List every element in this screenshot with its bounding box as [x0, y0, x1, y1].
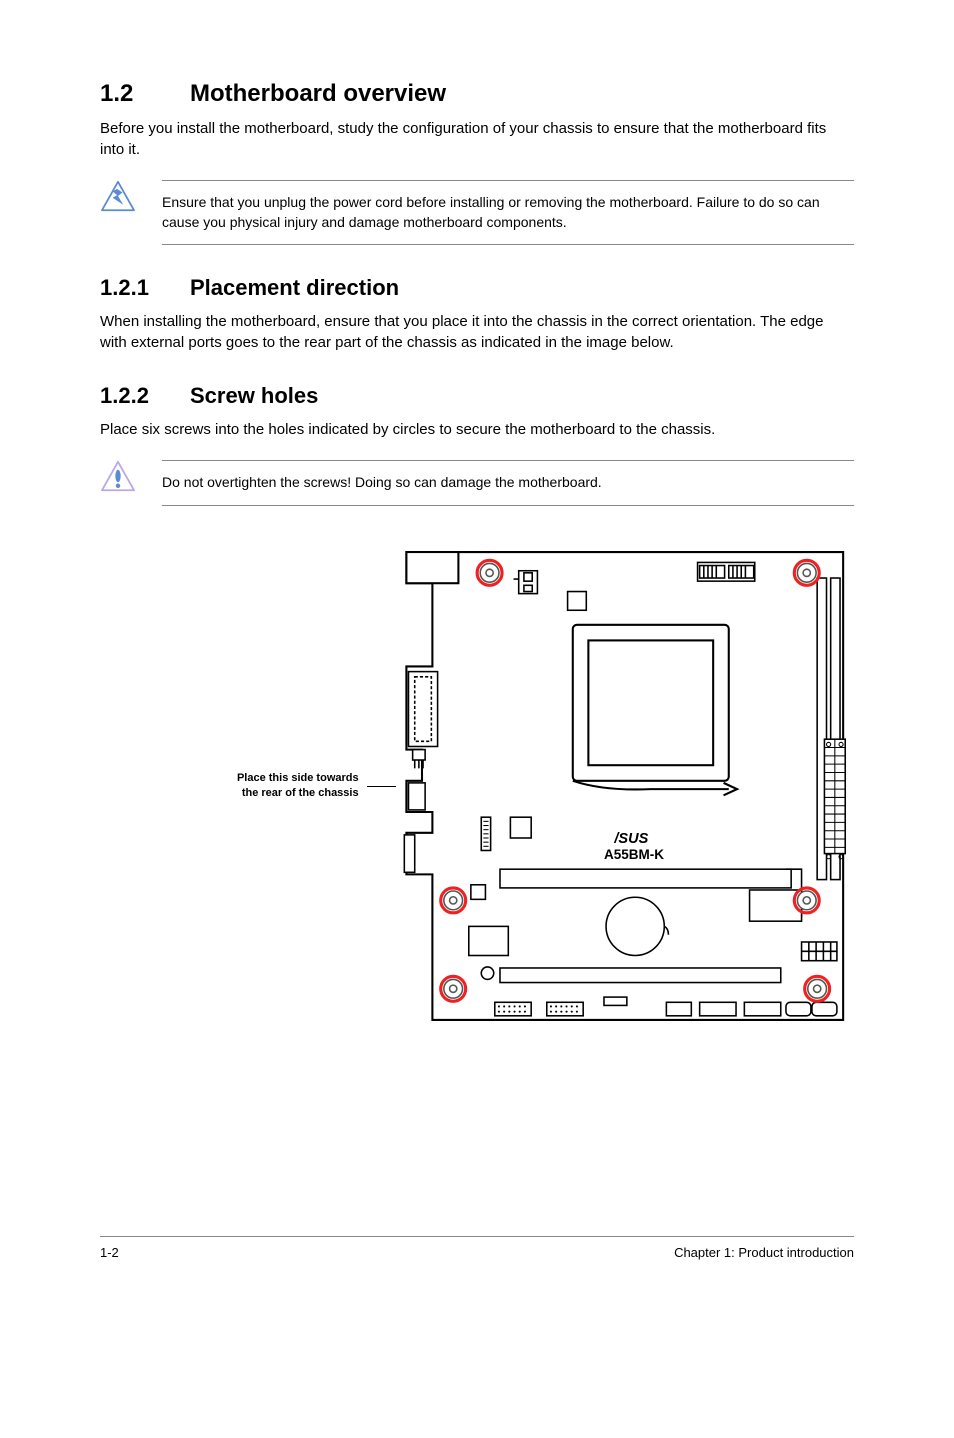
- section-number: 1.2: [100, 80, 190, 108]
- caution-text: Do not overtighten the screws! Doing so …: [162, 460, 854, 506]
- caution-block: Do not overtighten the screws! Doing so …: [100, 460, 854, 506]
- svg-text:/SUS: /SUS: [614, 831, 649, 847]
- warning-block: Ensure that you unplug the power cord be…: [100, 180, 854, 245]
- subsection-2-heading: 1.2.2Screw holes: [100, 383, 854, 409]
- subsection-2-title: Screw holes: [190, 383, 318, 408]
- subsection-1-heading: 1.2.1Placement direction: [100, 275, 854, 301]
- section-title: Motherboard overview: [190, 80, 446, 107]
- motherboard-svg: /SUS A55BM-K: [396, 526, 854, 1046]
- subsection-2-text: Place six screws into the holes indicate…: [100, 419, 854, 440]
- subsection-2-number: 1.2.2: [100, 383, 190, 409]
- diagram-pointer-line: [367, 786, 397, 787]
- footer-chapter: Chapter 1: Product introduction: [674, 1245, 854, 1260]
- motherboard-diagram: Place this side towards the rear of the …: [100, 526, 854, 1046]
- caution-icon: [100, 460, 150, 497]
- subsection-1-title: Placement direction: [190, 275, 399, 300]
- section-intro: Before you install the motherboard, stud…: [100, 118, 854, 160]
- board-model-label: A55BM-K: [604, 847, 664, 862]
- section-heading: 1.2Motherboard overview: [100, 80, 854, 108]
- diagram-side-label: Place this side towards the rear of the …: [100, 771, 367, 800]
- warning-text: Ensure that you unplug the power cord be…: [162, 180, 854, 245]
- subsection-1-number: 1.2.1: [100, 275, 190, 301]
- footer-page-number: 1-2: [100, 1245, 119, 1260]
- page-footer: 1-2 Chapter 1: Product introduction: [100, 1236, 854, 1260]
- warning-icon: [100, 180, 150, 217]
- subsection-1-text: When installing the motherboard, ensure …: [100, 311, 854, 353]
